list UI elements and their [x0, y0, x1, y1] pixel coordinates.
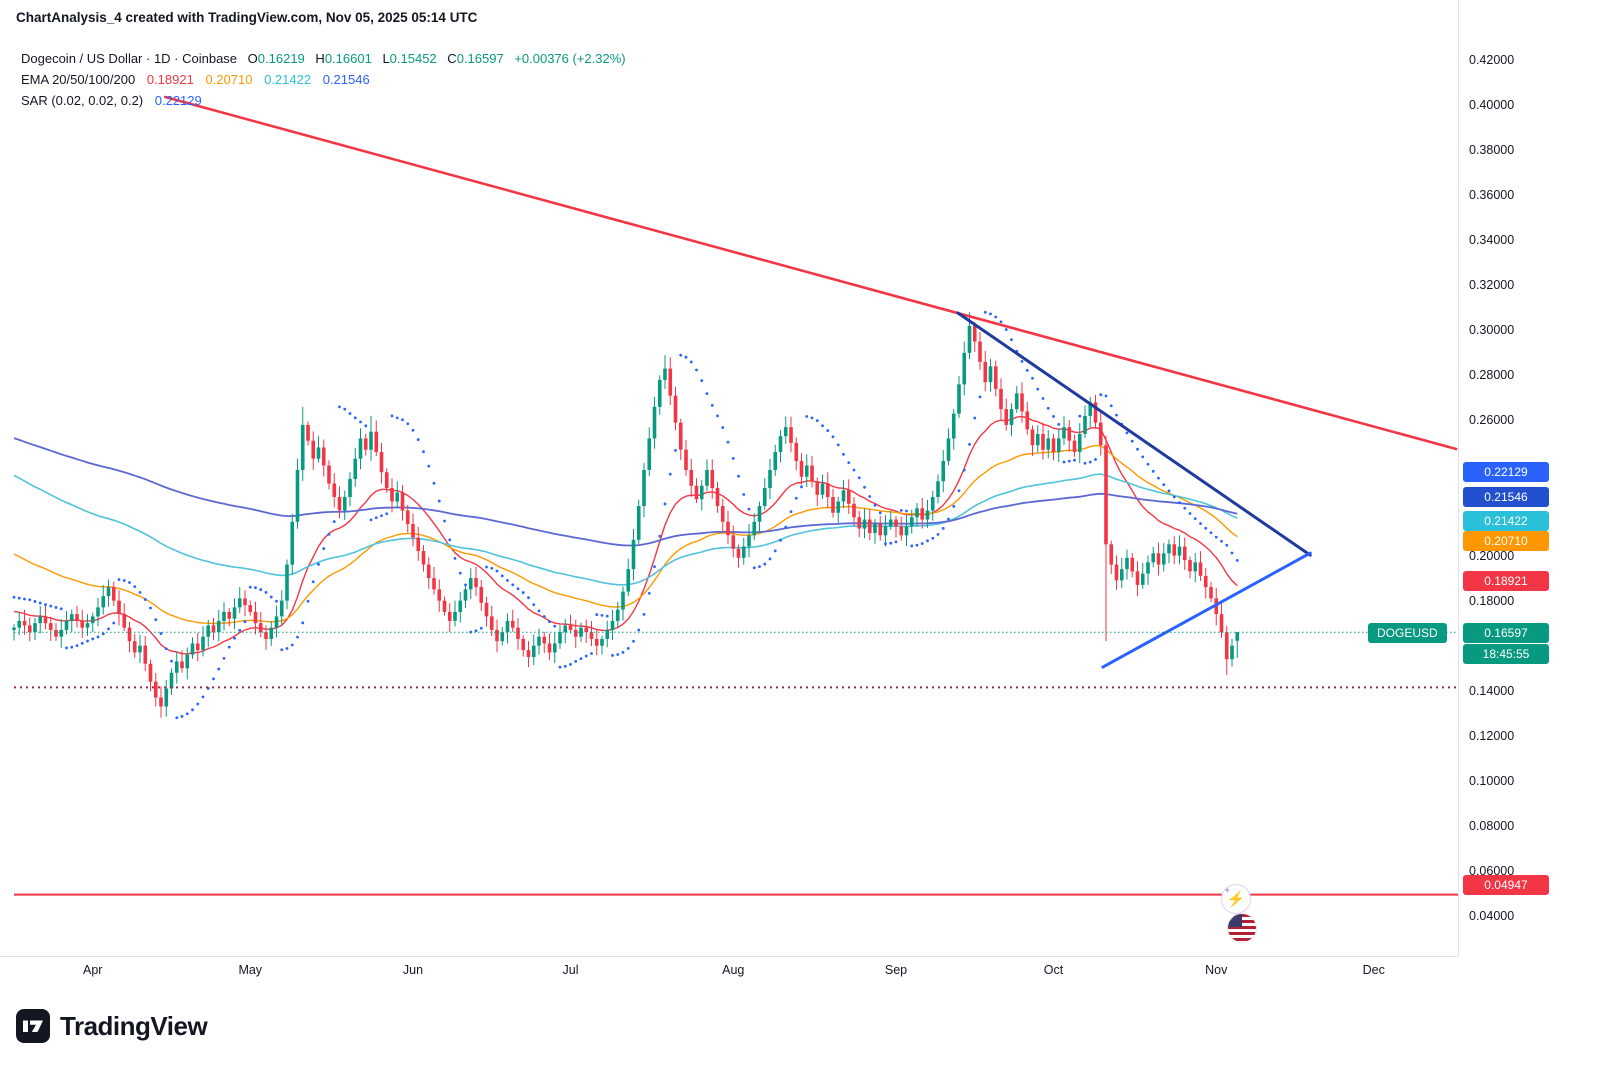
month-label-jun: Jun [402, 963, 424, 977]
legend-ema-row[interactable]: EMA 20/50/100/200 0.18921 0.20710 0.2142… [21, 69, 626, 90]
month-label-dec: Dec [1362, 963, 1385, 977]
ema50-price-label: 0.20710 [1463, 531, 1549, 551]
price-tick: 0.28000 [1469, 368, 1515, 383]
symbol-title: Dogecoin / US Dollar · 1D · Coinbase [21, 51, 238, 66]
open-value: 0.16219 [257, 51, 305, 66]
price-tick: 0.32000 [1469, 278, 1515, 293]
candles [12, 312, 1240, 718]
tradingview-logo-icon[interactable] [16, 1009, 50, 1043]
month-label-aug: Aug [722, 963, 745, 977]
ema20-value: 0.18921 [146, 72, 194, 87]
price-tick: 0.06000 [1469, 863, 1515, 878]
current-price-label: 0.16597 [1463, 623, 1549, 643]
event-marker-zap-icon[interactable]: ✦ ⚡ [1221, 884, 1251, 914]
ema20-line [13, 415, 1238, 655]
ema200-line [13, 437, 1238, 547]
close-value: 0.16597 [456, 51, 504, 66]
month-label-jul: Jul [562, 963, 579, 977]
price-tick: 0.34000 [1469, 233, 1515, 248]
sparkle-icon: ✦ [1224, 886, 1231, 895]
price-tick: 0.36000 [1469, 188, 1515, 203]
tradingview-branding[interactable]: TradingView [16, 1006, 208, 1046]
chart-legend: Dogecoin / US Dollar · 1D · Coinbase O0.… [21, 48, 626, 111]
ema200-price-label: 0.21546 [1463, 487, 1549, 507]
trendline-resistance-red[interactable] [163, 95, 1458, 451]
tradingview-wordmark: TradingView [60, 1010, 208, 1041]
price-axis[interactable]: 0.42000 0.40000 0.38000 0.36000 0.34000 0.320… [1458, 0, 1600, 956]
price-tick: 0.12000 [1469, 728, 1515, 743]
horizontal-lines [14, 631, 1458, 896]
ema200-value: 0.21546 [322, 72, 370, 87]
psar-dots [12, 310, 1239, 720]
ema100-price-label: 0.21422 [1463, 511, 1549, 531]
legend-symbol-row[interactable]: Dogecoin / US Dollar · 1D · Coinbase O0.… [21, 51, 626, 66]
page-title: ChartAnalysis_4 created with TradingView… [16, 10, 478, 25]
trendlines [163, 95, 1458, 669]
month-label-may: May [238, 963, 263, 977]
event-marker-us-flag-icon[interactable] [1227, 913, 1257, 943]
hline-price-label: 0.04947 [1463, 875, 1549, 895]
change-value: +0.00376 (+2.32%) [514, 51, 626, 66]
ema20-price-label: 0.18921 [1463, 571, 1549, 591]
price-tick: 0.40000 [1469, 98, 1515, 113]
price-tick: 0.10000 [1469, 773, 1515, 788]
triangle-upper-navy[interactable] [956, 311, 1312, 557]
price-tick: 0.38000 [1469, 143, 1515, 158]
month-label-nov: Nov [1205, 963, 1228, 977]
sar-price-label: 0.22129 [1463, 462, 1549, 482]
ema100-line [13, 473, 1238, 586]
low-value: 0.15452 [389, 51, 437, 66]
price-tick: 0.14000 [1469, 683, 1515, 698]
sar-value: 0.22129 [154, 93, 202, 108]
bar-countdown: 18:45:55 [1463, 644, 1549, 664]
time-axis[interactable]: Apr May Jun Jul Aug Sep Oct Nov Dec [0, 956, 1458, 986]
sar-indicator-label: SAR (0.02, 0.02, 0.2) [21, 93, 144, 108]
price-tick: 0.20000 [1469, 548, 1515, 563]
legend-sar-row[interactable]: SAR (0.02, 0.02, 0.2) 0.22129 [21, 90, 626, 111]
ema50-line [13, 445, 1238, 625]
price-tick: 0.30000 [1469, 323, 1515, 338]
triangle-lower-blue[interactable] [1101, 551, 1312, 669]
ema-indicator-label: EMA 20/50/100/200 [21, 72, 136, 87]
month-label-sep: Sep [884, 963, 908, 977]
price-tick: 0.18000 [1469, 593, 1515, 608]
high-value: 0.16601 [324, 51, 372, 66]
price-tick: 0.42000 [1469, 53, 1515, 67]
month-label-apr: Apr [83, 963, 103, 977]
ema100-value: 0.21422 [264, 72, 312, 87]
month-label-oct: Oct [1043, 963, 1064, 977]
symbol-price-tag: DOGEUSD [1368, 623, 1447, 643]
price-tick: 0.04000 [1469, 909, 1515, 923]
zap-icon: ⚡ [1226, 891, 1246, 908]
ema50-value: 0.20710 [205, 72, 253, 87]
price-tick: 0.08000 [1469, 818, 1515, 833]
ema-lines [13, 415, 1238, 655]
price-tick: 0.26000 [1469, 413, 1515, 428]
